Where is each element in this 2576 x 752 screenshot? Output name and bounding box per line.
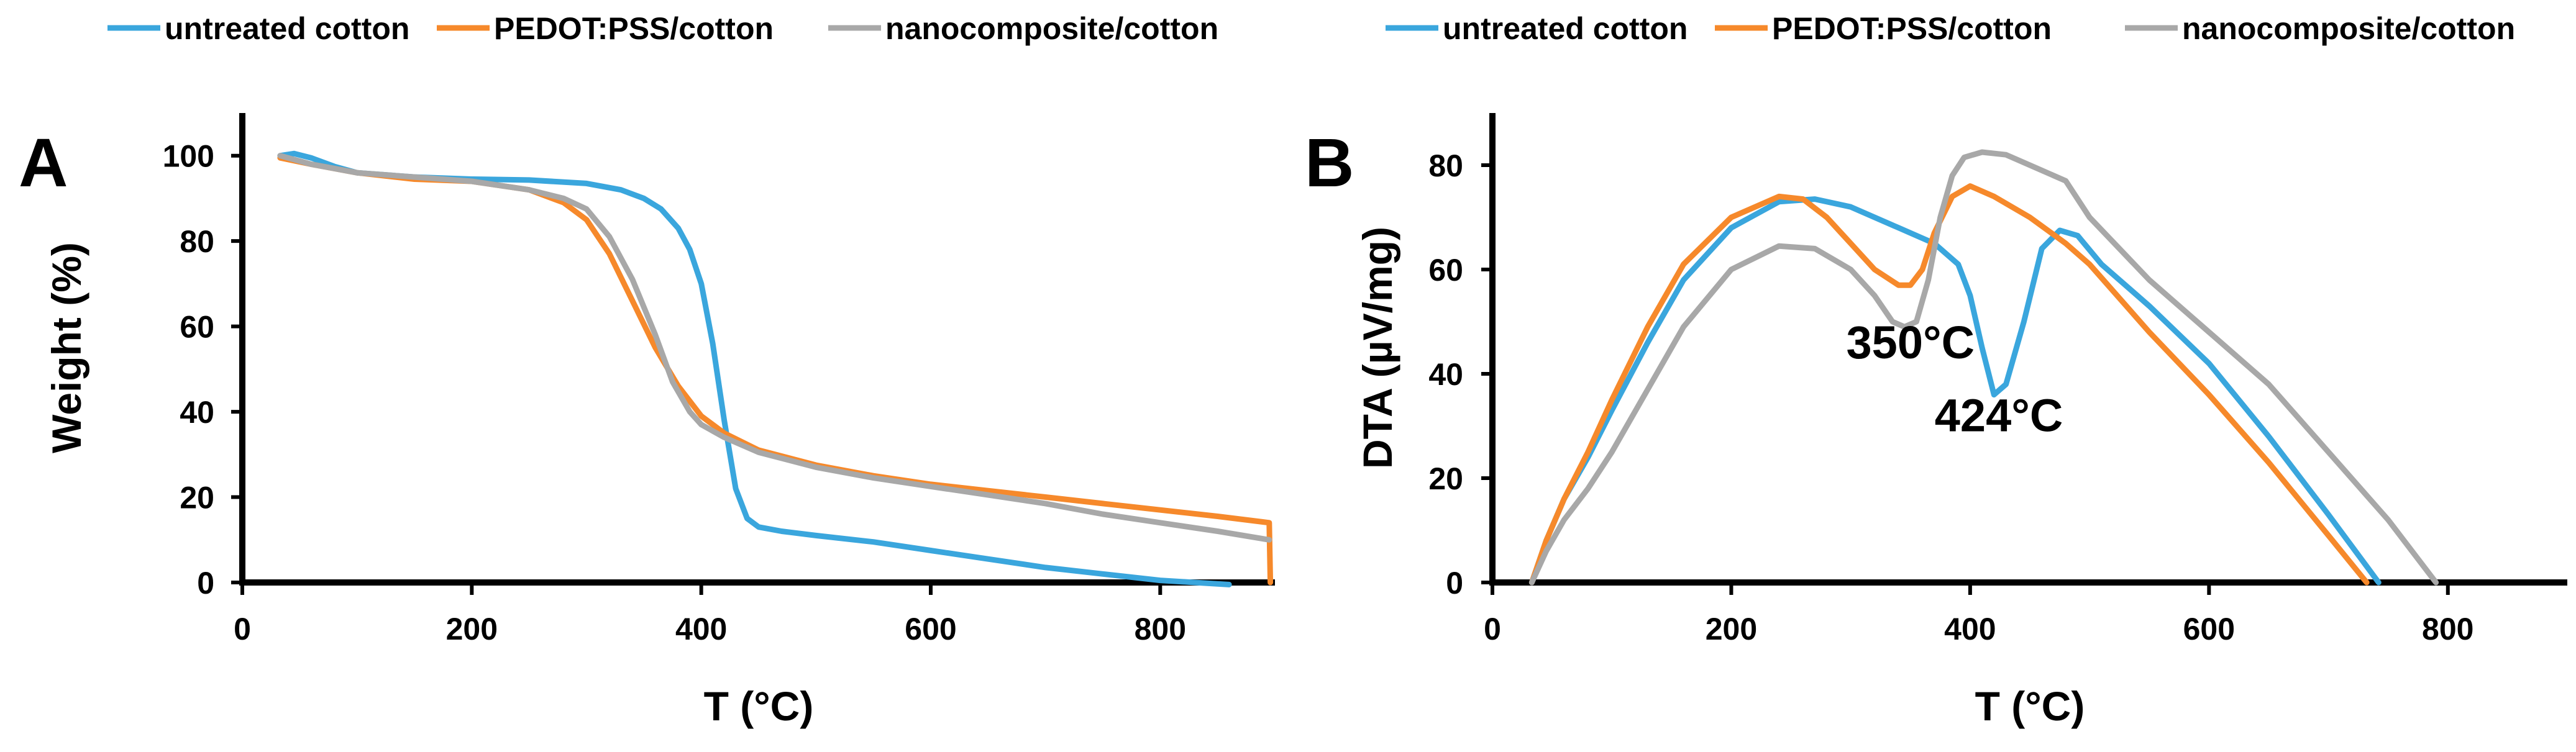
- annotation-label: 424°C: [1935, 389, 2063, 441]
- series-line-untreated: [277, 150, 1232, 587]
- panel-label-a: A: [19, 125, 68, 201]
- y-tick-label: 40: [180, 395, 214, 430]
- y-tick-label: 100: [163, 139, 214, 174]
- legend-label-pedot: PEDOT:PSS/cotton: [1772, 11, 2052, 46]
- panel-a-weight-chart: untreated cotton PEDOT:PSS/cotton nanocomp…: [19, 11, 1275, 729]
- y-tick-label: 60: [1428, 253, 1463, 288]
- series-line-nano: [1528, 149, 2439, 586]
- x-tick-label: 800: [2422, 612, 2473, 646]
- x-tick-label: 600: [905, 612, 956, 646]
- series-line-nano: [277, 153, 1272, 543]
- x-tick-label: 0: [234, 612, 251, 646]
- y-tick-label: 0: [197, 566, 214, 600]
- annotation-label: 350°C: [1847, 317, 1975, 368]
- legend-label-pedot: PEDOT:PSS/cotton: [494, 11, 774, 46]
- series-line-pedot: [1528, 183, 2370, 586]
- legend-label-untreated: untreated cotton: [165, 11, 409, 46]
- y-tick-label: 0: [1446, 566, 1463, 600]
- x-tick-label: 400: [675, 612, 727, 646]
- y-tick-label: 20: [1428, 461, 1463, 496]
- y-tick-label: 40: [1428, 357, 1463, 392]
- y-tick-label: 20: [180, 481, 214, 515]
- x-tick-label: 200: [446, 612, 498, 646]
- legend-label-untreated: untreated cotton: [1443, 11, 1688, 46]
- y-tick-label: 80: [1428, 148, 1463, 183]
- y-axis-title: DTA (µV/mg): [1354, 227, 1400, 469]
- x-axis-title: T (°C): [704, 683, 814, 729]
- legend-label-nano: nanocomposite/cotton: [2182, 11, 2515, 46]
- x-tick-label: 200: [1706, 612, 1757, 646]
- x-tick-label: 800: [1135, 612, 1186, 646]
- y-axis-title: Weight (%): [43, 242, 89, 453]
- panel-b-dta-chart: untreated cotton PEDOT:PSS/cotton nanocomp…: [1305, 11, 2567, 729]
- series-line-untreated: [1528, 196, 2382, 586]
- y-tick-label: 60: [180, 310, 214, 345]
- x-tick-label: 0: [1484, 612, 1501, 646]
- x-tick-label: 400: [1944, 612, 1996, 646]
- legend-label-nano: nanocomposite/cotton: [885, 11, 1218, 46]
- x-tick-label: 600: [2183, 612, 2235, 646]
- panel-label-b: B: [1305, 125, 1354, 201]
- y-tick-label: 80: [180, 224, 214, 259]
- x-axis-title: T (°C): [1975, 683, 2085, 729]
